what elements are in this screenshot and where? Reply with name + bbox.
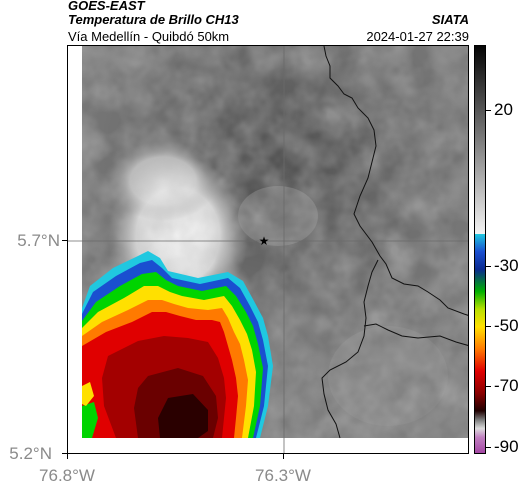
satellite-name: GOES-EAST — [68, 0, 145, 13]
region-label: Vía Medellín - Quibdó 50km — [68, 29, 230, 44]
colorbar-tick-minus90 — [486, 447, 491, 448]
convective-storm-cell — [82, 251, 273, 438]
lon-label-76-3: 76.3°W — [255, 466, 311, 485]
map-panel[interactable]: ★ — [67, 45, 469, 454]
colorbar-label-minus50: -50 — [494, 316, 519, 335]
colorbar — [474, 45, 486, 454]
lat-label-5-7: 5.7°N — [17, 231, 60, 250]
colorbar-label-minus30: -30 — [494, 256, 519, 275]
colorbar-tick-20 — [486, 110, 491, 111]
colorbar-tick-minus70 — [486, 386, 491, 387]
lat-tick-5-2 — [62, 453, 67, 454]
brightness-temperature-image: ★ — [68, 46, 468, 453]
organization-label: SIATA — [431, 12, 469, 27]
colorbar-tick-minus50 — [486, 326, 491, 327]
colorbar-label-20: 20 — [494, 100, 513, 119]
colorbar-tick-minus30 — [486, 266, 491, 267]
datetime-label: 2024-01-27 22:39 — [366, 29, 469, 44]
lat-tick-5-7 — [62, 240, 67, 241]
lon-label-76-8: 76.8°W — [39, 466, 95, 485]
lat-label-5-2: 5.2°N — [9, 444, 52, 463]
colorbar-label-minus90: -90 — [494, 437, 519, 456]
lon-tick-76-8 — [67, 454, 68, 459]
colorbar-label-minus70: -70 — [494, 376, 519, 395]
lon-tick-76-3 — [283, 454, 284, 459]
colorbar-gradient — [475, 46, 485, 453]
boundary-lines — [321, 46, 468, 439]
location-marker-star-icon[interactable]: ★ — [259, 234, 270, 248]
product-title: Temperatura de Brillo CH13 — [68, 12, 239, 27]
